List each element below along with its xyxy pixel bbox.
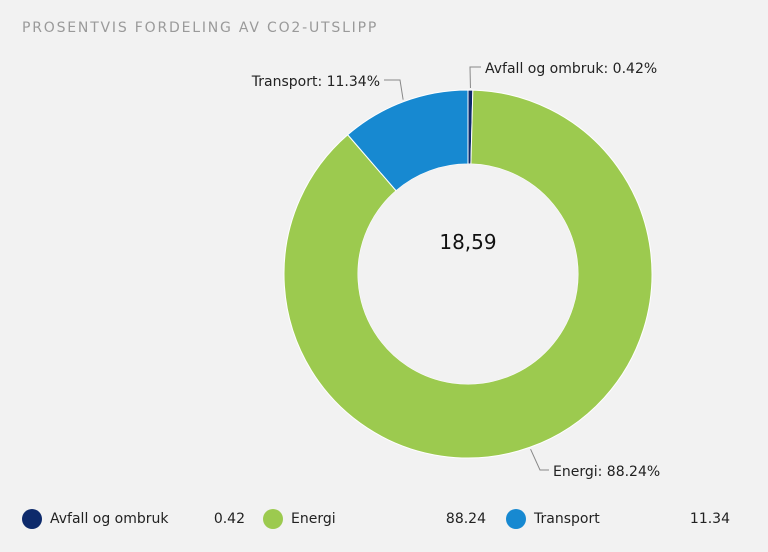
legend-value: 0.42 bbox=[213, 511, 245, 527]
chart-title: PROSENTVIS FORDELING AV CO2-UTSLIPP bbox=[22, 20, 379, 36]
leader-line bbox=[530, 448, 549, 471]
label-transport: Transport: 11.34% bbox=[251, 74, 380, 90]
legend: Avfall og ombruk 0.42 Energi 88.24 Trans… bbox=[0, 505, 768, 533]
center-value: 18,59 bbox=[439, 230, 496, 254]
legend-item-transport[interactable]: Transport bbox=[506, 505, 600, 533]
legend-item-avfall[interactable]: Avfall og ombruk bbox=[22, 505, 169, 533]
legend-item-energi[interactable]: Energi bbox=[263, 505, 336, 533]
label-energi: Energi: 88.24% bbox=[553, 464, 660, 480]
legend-value: 11.34 bbox=[689, 511, 730, 527]
legend-value: 88.24 bbox=[445, 511, 486, 527]
leader-line bbox=[384, 79, 404, 100]
legend-label: Avfall og ombruk bbox=[50, 511, 169, 527]
leader-line bbox=[469, 66, 481, 89]
legend-swatch bbox=[263, 509, 283, 529]
label-avfall: Avfall og ombruk: 0.42% bbox=[485, 61, 657, 77]
legend-swatch bbox=[506, 509, 526, 529]
legend-swatch bbox=[22, 509, 42, 529]
donut-hole bbox=[358, 164, 578, 384]
legend-label: Energi bbox=[291, 511, 336, 527]
legend-label: Transport bbox=[534, 511, 600, 527]
donut-chart: 18,59 Avfall og ombruk: 0.42% Energi: 88.… bbox=[251, 61, 660, 480]
